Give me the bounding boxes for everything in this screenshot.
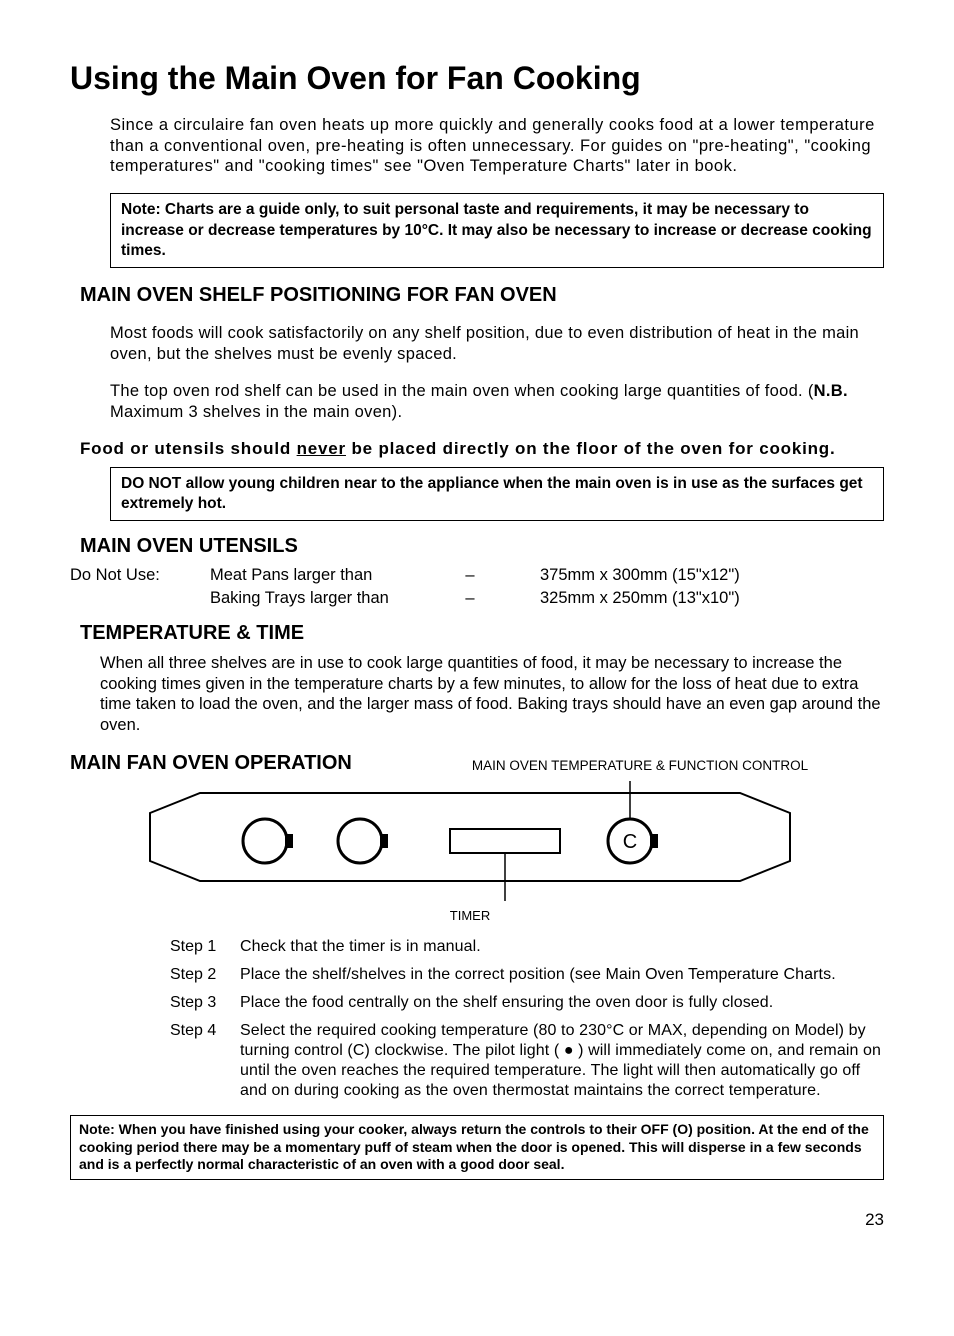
text: Maximum 3 shelves in the main oven). [110, 403, 402, 421]
step-3: Step 3 Place the food centrally on the s… [170, 993, 884, 1013]
dash: – [450, 589, 490, 608]
step-text: Check that the timer is in manual. [240, 937, 884, 957]
section-heading-temperature: TEMPERATURE & TIME [80, 622, 884, 645]
shelf-paragraph-2: The top oven rod shelf can be used in th… [110, 381, 884, 422]
nb-bold: N.B. [814, 382, 848, 400]
do-not-use-label: Do Not Use: [70, 566, 210, 585]
text: Food or utensils should [80, 439, 297, 458]
warning-box-children: DO NOT allow young children near to the … [110, 467, 884, 521]
text: be placed directly on the floor of the o… [346, 439, 836, 458]
utensil-size: 325mm x 250mm (13"x10") [490, 589, 820, 608]
step-4: Step 4 Select the required cooking tempe… [170, 1021, 884, 1101]
diagram-svg: C [130, 781, 810, 901]
section-heading-shelf: MAIN OVEN SHELF POSITIONING FOR FAN OVEN [80, 284, 884, 307]
utensil-item: Baking Trays larger than [210, 589, 450, 608]
step-text: Place the shelf/shelves in the correct p… [240, 965, 884, 985]
control-panel-diagram: C [130, 781, 884, 906]
utensils-row-1: Do Not Use: Meat Pans larger than – 375m… [70, 566, 884, 585]
utensil-size: 375mm x 300mm (15"x12") [490, 566, 820, 585]
page-number: 23 [70, 1210, 884, 1230]
dash: – [450, 566, 490, 585]
step-label: Step 1 [170, 937, 240, 957]
steps-list: Step 1 Check that the timer is in manual… [170, 937, 884, 1101]
step-1: Step 1 Check that the timer is in manual… [170, 937, 884, 957]
food-utensils-note: Food or utensils should never be placed … [80, 439, 884, 459]
step-label: Step 2 [170, 965, 240, 985]
operation-header: MAIN FAN OVEN OPERATION MAIN OVEN TEMPER… [70, 752, 884, 775]
timer-label: TIMER [130, 908, 810, 923]
utensils-row-2: Baking Trays larger than – 325mm x 250mm… [70, 589, 884, 608]
note-box-charts: Note: Charts are a guide only, to suit p… [110, 193, 884, 267]
never-underline: never [297, 439, 346, 458]
text: The top oven rod shelf can be used in th… [110, 382, 814, 400]
control-label: MAIN OVEN TEMPERATURE & FUNCTION CONTROL [472, 758, 808, 773]
empty [70, 589, 210, 608]
page-title: Using the Main Oven for Fan Cooking [70, 60, 884, 97]
step-text: Select the required cooking temperature … [240, 1021, 884, 1101]
section-heading-operation: MAIN FAN OVEN OPERATION [70, 752, 352, 775]
temperature-paragraph: When all three shelves are in use to coo… [100, 653, 884, 736]
utensil-item: Meat Pans larger than [210, 566, 450, 585]
shelf-paragraph-1: Most foods will cook satisfactorily on a… [110, 323, 884, 364]
svg-text:C: C [623, 831, 637, 853]
step-text: Place the food centrally on the shelf en… [240, 993, 884, 1013]
step-label: Step 3 [170, 993, 240, 1013]
step-2: Step 2 Place the shelf/shelves in the co… [170, 965, 884, 985]
intro-paragraph: Since a circulaire fan oven heats up mor… [110, 115, 884, 177]
section-heading-utensils: MAIN OVEN UTENSILS [80, 535, 884, 558]
step-label: Step 4 [170, 1021, 240, 1101]
final-note-box: Note: When you have finished using your … [70, 1115, 884, 1180]
